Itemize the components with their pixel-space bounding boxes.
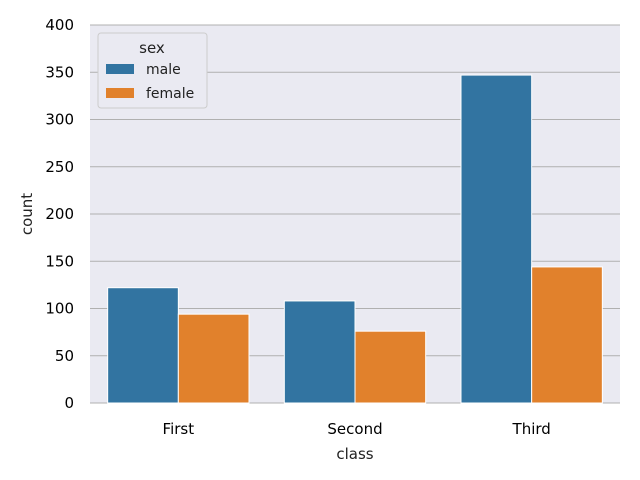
legend-title: sex bbox=[139, 39, 165, 57]
y-tick-label-400: 400 bbox=[45, 16, 74, 34]
y-tick-labels: 0 50 100 150 200 250 300 350 400 bbox=[45, 16, 74, 412]
legend-swatch-female bbox=[106, 88, 134, 98]
y-tick-label-0: 0 bbox=[64, 394, 74, 412]
x-tick-label-first: First bbox=[163, 420, 195, 438]
bars bbox=[107, 74, 603, 404]
y-tick-label-50: 50 bbox=[55, 347, 74, 365]
bar-third-male bbox=[460, 74, 533, 404]
legend-label-male: male bbox=[146, 62, 181, 78]
bar-second-male bbox=[283, 300, 356, 404]
bar-first-male bbox=[107, 287, 179, 404]
x-tick-label-third: Third bbox=[512, 420, 551, 438]
legend: sex male female bbox=[97, 32, 208, 109]
y-axis-label: count bbox=[18, 193, 36, 235]
x-tick-labels: First Second Third bbox=[163, 420, 551, 438]
y-tick-label-250: 250 bbox=[45, 158, 74, 176]
x-tick-label-second: Second bbox=[327, 420, 382, 438]
bar-third-female bbox=[531, 266, 603, 404]
x-axis-label: class bbox=[336, 445, 373, 463]
y-tick-label-100: 100 bbox=[45, 300, 74, 318]
bar-second-female bbox=[354, 330, 427, 404]
y-tick-label-350: 350 bbox=[45, 63, 74, 81]
bar-first-female bbox=[177, 313, 250, 404]
y-tick-label-200: 200 bbox=[45, 205, 74, 223]
legend-label-female: female bbox=[146, 86, 194, 102]
legend-swatch-male bbox=[106, 64, 134, 74]
y-tick-label-300: 300 bbox=[45, 111, 74, 129]
y-tick-label-150: 150 bbox=[45, 252, 74, 270]
